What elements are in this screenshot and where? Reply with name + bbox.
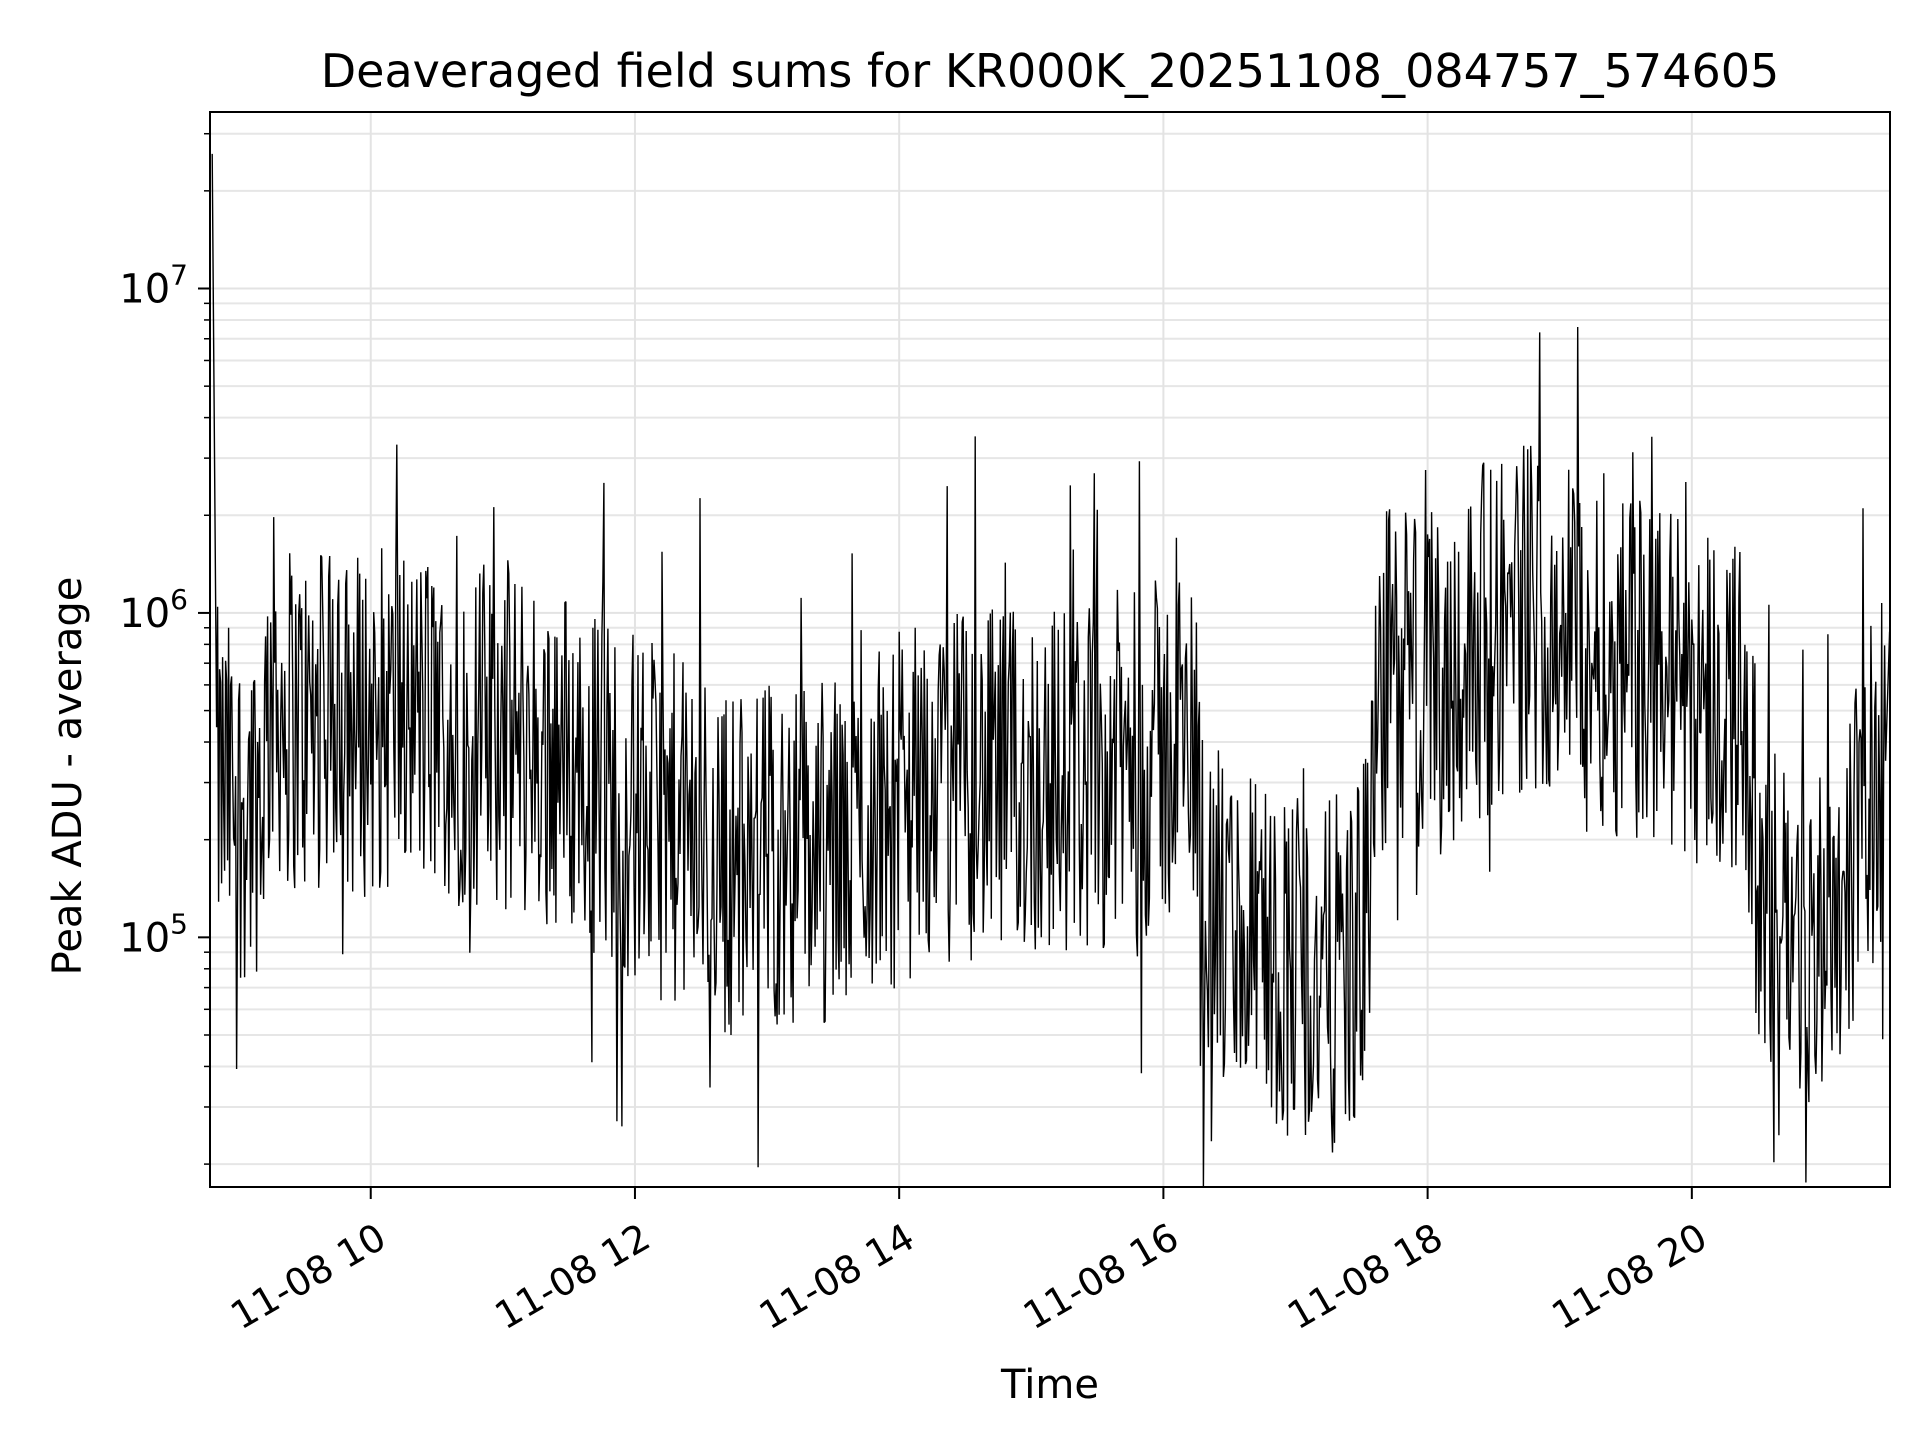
axes-frame xyxy=(209,111,1891,1188)
series-line xyxy=(211,153,1891,1188)
x-tick-label: 11-08 14 xyxy=(752,1215,922,1339)
x-tick-label: 11-08 18 xyxy=(1280,1215,1450,1339)
y-tick-label: 105 xyxy=(119,907,188,961)
x-tick-label: 11-08 10 xyxy=(223,1215,393,1339)
x-axis-label: Time xyxy=(1001,1362,1099,1408)
series-group xyxy=(211,153,1891,1188)
x-tick-label: 11-08 20 xyxy=(1544,1215,1714,1339)
y-tick-label: 106 xyxy=(119,583,188,637)
grid xyxy=(210,112,1890,1187)
chart-title: Deaveraged field sums for KR000K_2025110… xyxy=(320,44,1780,98)
y-tick-label: 107 xyxy=(119,259,188,313)
x-tick-label: 11-08 12 xyxy=(487,1215,657,1339)
x-tick-label: 11-08 16 xyxy=(1016,1215,1186,1339)
